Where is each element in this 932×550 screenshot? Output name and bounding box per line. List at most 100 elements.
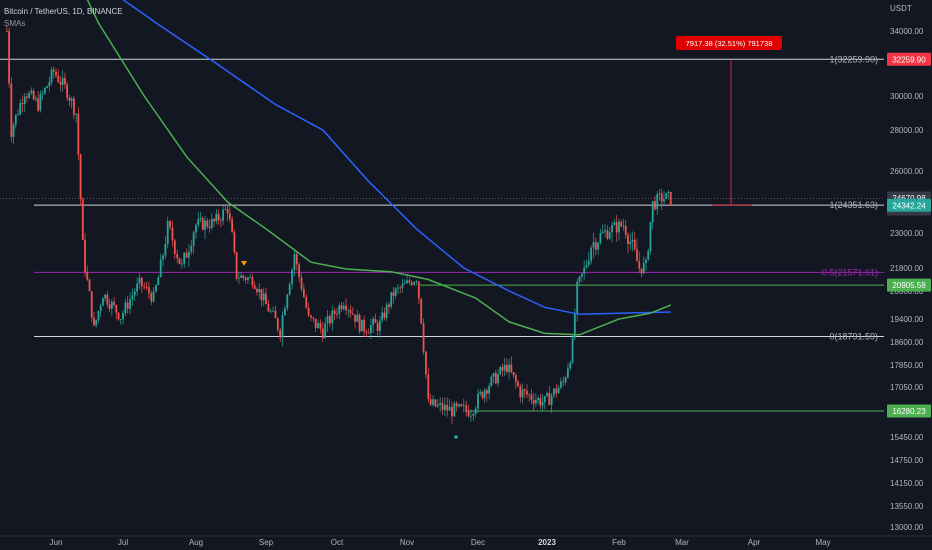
candle [506,358,508,375]
candle [192,230,195,254]
candle [77,107,80,160]
candle [197,211,200,228]
candle [492,372,495,384]
candle-body [295,254,298,265]
candle-body [481,391,484,398]
candle [233,229,236,255]
price-tag-label: 16280.23 [892,407,926,416]
candle [620,219,623,228]
x-tick-label: Feb [612,538,626,547]
candle-body [307,307,310,316]
candle-body [244,277,247,281]
candle [217,209,220,225]
candle [508,358,511,380]
y-tick-label: 17850.00 [890,361,924,370]
candle [129,292,131,314]
candle [611,221,613,243]
candle [654,195,656,211]
candle-body [363,319,365,332]
candle [583,260,586,280]
indicator-label[interactable]: SMAs [4,19,26,28]
candle [606,225,609,241]
candle [512,371,515,378]
candle-body [508,364,511,373]
candle [633,232,636,252]
candle [494,369,497,385]
candle-body [10,83,13,137]
candle [136,277,139,296]
candle [164,235,167,259]
candle [372,316,375,334]
candle-body [75,113,77,115]
candle-body [102,298,104,306]
candle [367,328,370,334]
fib-level-label: 0(18791.59) [829,331,878,341]
candle [272,306,274,313]
currency-label: USDT [890,4,912,13]
candle [276,317,279,333]
candle-body [360,319,363,332]
candle [59,75,62,92]
candle [231,215,234,233]
candle-body [238,278,240,279]
candle [534,393,537,408]
candle [279,327,282,342]
candle-body [122,313,124,320]
candle [302,283,305,298]
candle [14,114,17,129]
candle-body [43,88,46,94]
candle-body [342,305,345,309]
candle [526,384,528,399]
candle [465,400,468,417]
candle [104,293,107,302]
candle [88,278,91,292]
y-tick-label: 19400.00 [890,315,924,324]
candle [190,240,193,255]
candle-body [543,396,546,403]
candle [171,220,174,247]
candle [479,388,482,396]
candle-body [66,84,69,98]
candle-body [660,193,663,202]
candle-body [336,313,338,315]
candle-body [613,222,616,225]
candle-body [57,75,60,82]
candle-body [541,402,544,406]
candle [84,232,86,277]
candle [543,395,546,410]
candle-body [35,98,37,100]
candle-body [499,367,502,375]
candle [336,307,338,319]
candle-body [206,220,209,227]
candle-body [39,94,42,111]
candle-body [483,390,486,398]
candle-body [546,392,548,397]
candle [99,303,102,318]
candle [472,412,475,421]
candle [215,208,218,225]
price-tag [887,198,931,212]
candle [417,280,420,304]
candle-body [28,93,31,98]
candle-body [571,337,574,363]
candle [656,190,659,216]
candle [284,305,286,316]
candle [385,301,388,322]
candle [470,409,472,422]
candle-body [70,98,73,101]
candle [79,153,82,206]
candle-body [462,405,465,407]
candle [43,86,46,96]
candle-body [562,381,565,383]
candle-body [663,199,665,202]
candle-body [656,193,659,210]
candle [166,216,169,249]
candle [541,394,544,412]
candle-body [192,232,195,246]
candle-body [622,225,625,227]
candle [453,401,456,417]
candle [510,356,513,374]
candle [119,319,122,325]
candle-body [115,305,118,313]
